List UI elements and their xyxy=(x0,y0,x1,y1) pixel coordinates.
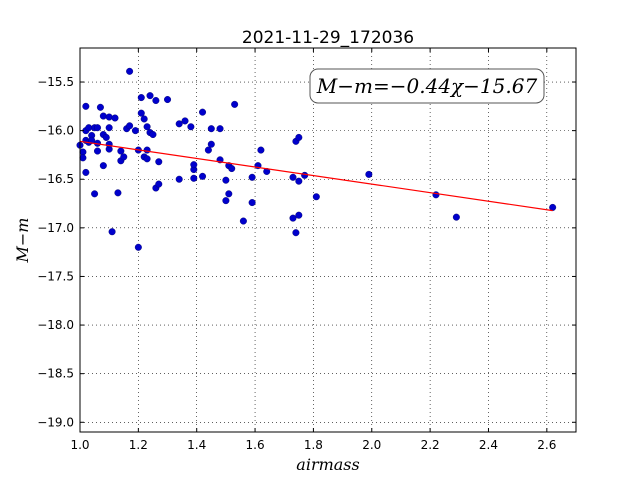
data-point xyxy=(105,140,113,148)
data-point xyxy=(114,189,122,197)
data-point xyxy=(207,140,215,148)
y-tick-label: −19.0 xyxy=(37,415,74,429)
data-point xyxy=(126,67,134,75)
data-point xyxy=(85,124,93,132)
data-point xyxy=(181,117,189,125)
data-point xyxy=(190,174,198,182)
x-tick-label: 1.2 xyxy=(129,438,148,452)
data-point xyxy=(111,114,119,122)
data-point xyxy=(146,92,154,100)
data-point xyxy=(105,124,113,132)
data-point xyxy=(222,197,230,205)
data-point xyxy=(96,103,104,111)
data-point xyxy=(137,94,145,102)
data-point xyxy=(175,120,183,128)
axis-ticks xyxy=(79,48,576,432)
data-point xyxy=(108,228,116,236)
data-point xyxy=(152,96,160,104)
x-tick-label: 2.6 xyxy=(537,438,556,452)
x-axis-label: airmass xyxy=(296,455,359,474)
y-tick-label: −18.0 xyxy=(37,318,74,332)
y-tick-label: −16.5 xyxy=(37,172,74,186)
data-point xyxy=(91,190,99,198)
data-point xyxy=(120,153,128,161)
y-tick-label: −18.5 xyxy=(37,367,74,381)
data-point xyxy=(295,133,303,141)
data-point xyxy=(187,123,195,131)
data-point xyxy=(137,109,145,117)
data-point xyxy=(190,161,198,169)
data-point xyxy=(131,127,139,135)
y-axis-label: M−m xyxy=(13,218,32,264)
chart-title: 2021-11-29_172036 xyxy=(242,28,414,48)
data-point xyxy=(295,177,303,185)
data-point xyxy=(292,229,300,237)
data-point xyxy=(143,155,151,163)
data-point xyxy=(102,133,110,141)
data-point xyxy=(94,147,102,155)
data-point xyxy=(301,171,309,179)
grid-lines xyxy=(79,48,576,432)
annotation-text: M−m=−0.44χ−15.67 xyxy=(316,74,538,98)
data-point xyxy=(248,199,256,207)
data-point xyxy=(257,146,265,154)
data-point xyxy=(289,214,297,222)
data-point xyxy=(117,147,125,155)
data-point xyxy=(295,211,303,219)
y-tick-label: −17.0 xyxy=(37,221,74,235)
plot-frame xyxy=(79,47,577,433)
data-point xyxy=(99,112,107,120)
data-point xyxy=(134,243,142,251)
y-tick-labels: −15.5 −16.0 −16.5 −17.0 −17.5 −18.0 −18.5 −19.0 xyxy=(37,75,74,429)
data-point xyxy=(204,146,212,154)
data-point xyxy=(199,108,207,116)
data-point xyxy=(140,115,148,123)
data-point xyxy=(231,100,239,108)
data-point xyxy=(289,173,297,181)
data-point xyxy=(164,96,172,104)
data-point xyxy=(149,131,157,139)
x-tick-label: 1.4 xyxy=(187,438,206,452)
data-point xyxy=(216,125,224,133)
data-point xyxy=(82,102,90,110)
data-point xyxy=(312,193,320,201)
y-tick-label: −16.0 xyxy=(37,124,74,138)
y-tick-label: −17.5 xyxy=(37,269,74,283)
x-tick-label: 2.4 xyxy=(479,438,498,452)
data-point xyxy=(228,165,236,173)
x-tick-label: 1.0 xyxy=(70,438,89,452)
data-point xyxy=(99,162,107,170)
data-point xyxy=(175,175,183,183)
annotation-box: M−m=−0.44χ−15.67 xyxy=(309,68,545,104)
data-point xyxy=(365,170,373,178)
data-point xyxy=(79,154,87,162)
data-point xyxy=(105,113,113,121)
data-point xyxy=(88,136,96,144)
x-tick-label: 2.2 xyxy=(421,438,440,452)
data-point xyxy=(549,203,557,211)
data-point xyxy=(239,217,247,225)
y-tick-label: −15.5 xyxy=(37,75,74,89)
data-point xyxy=(432,191,440,199)
x-tick-label: 2.0 xyxy=(362,438,381,452)
data-point xyxy=(248,173,256,181)
data-point xyxy=(94,124,102,132)
data-point xyxy=(82,168,90,176)
data-point xyxy=(143,123,151,131)
data-point xyxy=(79,148,87,156)
data-point xyxy=(143,146,151,154)
data-point xyxy=(222,176,230,184)
data-point xyxy=(207,125,215,133)
data-point xyxy=(126,122,134,130)
x-tick-labels: 1.0 1.2 1.4 1.6 1.8 2.0 2.2 2.4 2.6 xyxy=(70,438,556,452)
x-tick-label: 1.8 xyxy=(304,438,323,452)
data-point xyxy=(155,158,163,166)
data-point xyxy=(199,172,207,180)
fit-line xyxy=(79,140,553,212)
data-point xyxy=(155,180,163,188)
x-tick-label: 1.6 xyxy=(246,438,265,452)
data-point xyxy=(452,213,460,221)
data-point xyxy=(225,190,233,198)
